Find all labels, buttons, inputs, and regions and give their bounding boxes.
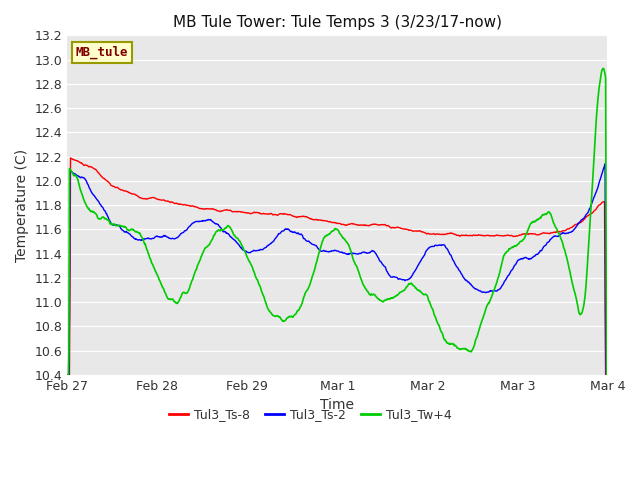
Title: MB Tule Tower: Tule Temps 3 (3/23/17-now): MB Tule Tower: Tule Temps 3 (3/23/17-now… bbox=[173, 15, 502, 30]
Legend: Tul3_Ts-8, Tul3_Ts-2, Tul3_Tw+4: Tul3_Ts-8, Tul3_Ts-2, Tul3_Tw+4 bbox=[164, 403, 456, 426]
Y-axis label: Temperature (C): Temperature (C) bbox=[15, 148, 29, 262]
X-axis label: Time: Time bbox=[320, 398, 355, 412]
Text: MB_tule: MB_tule bbox=[76, 46, 128, 59]
